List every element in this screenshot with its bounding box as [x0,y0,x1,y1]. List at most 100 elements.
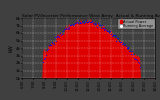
Point [123,44,125,46]
Point [124,43,126,44]
Point [107,30,109,31]
Point [88,20,90,22]
Point [76,22,79,23]
Point [90,20,93,21]
Point [99,24,101,26]
Point [43,57,46,59]
Point [125,47,128,49]
Point [97,22,99,24]
Point [49,44,51,45]
Text: Solar PV/Inverter Performance West Array  Actual & Running Average Power Output: Solar PV/Inverter Performance West Array… [22,14,160,18]
Point [118,40,120,42]
Point [100,24,103,26]
Point [100,27,102,29]
Point [127,47,130,48]
Point [132,53,134,54]
Point [117,37,120,39]
Point [116,38,119,39]
Point [77,20,80,21]
Point [126,46,129,48]
Point [50,44,52,46]
Point [68,26,71,28]
Point [45,55,48,56]
Point [91,20,94,22]
Point [130,54,132,55]
Point [41,62,44,63]
Point [48,44,50,46]
Point [57,35,60,37]
Point [105,29,108,31]
Point [78,22,81,24]
Point [42,58,45,60]
Point [113,34,116,36]
Point [102,27,105,29]
Point [103,30,106,31]
Point [101,27,104,29]
Point [79,22,82,23]
Point [129,50,132,52]
Point [61,33,63,34]
Point [67,28,70,29]
Point [52,43,55,44]
Point [106,30,108,32]
Point [54,41,57,42]
Point [94,22,96,24]
Point [52,42,54,44]
Point [128,50,131,51]
Point [82,20,84,22]
Point [110,34,112,35]
Point [96,26,98,28]
Point [47,48,49,50]
Point [119,41,121,43]
Point [137,63,140,64]
Point [93,23,96,25]
Point [111,35,113,37]
Point [92,22,95,24]
Point [63,28,65,30]
Point [86,21,88,22]
Point [71,23,73,24]
Point [59,32,61,34]
Point [56,35,59,37]
Point [62,31,64,32]
Point [84,21,86,22]
Point [80,22,83,24]
Point [51,41,53,42]
Legend: Actual Power, Running Average: Actual Power, Running Average [118,19,155,29]
Point [74,22,76,24]
Point [115,40,118,41]
Point [72,24,74,26]
Point [89,21,92,22]
Point [64,27,67,29]
Point [75,23,77,24]
Point [76,21,78,23]
Point [66,27,69,29]
Point [136,59,138,60]
Point [121,43,123,45]
Point [138,67,141,68]
Point [112,35,114,36]
Point [60,34,62,36]
Point [114,36,117,37]
Point [135,58,137,60]
Point [134,58,136,60]
Point [122,42,124,44]
Point [87,22,89,23]
Point [131,50,133,52]
Point [108,31,110,32]
Point [124,45,127,46]
Point [88,21,91,23]
Point [53,36,56,38]
Point [98,24,100,26]
Point [104,29,107,30]
Point [69,24,72,25]
Point [70,24,72,26]
Point [55,36,58,38]
Y-axis label: kW: kW [9,44,14,52]
Point [95,23,97,25]
Point [58,36,61,38]
Point [112,34,115,36]
Point [109,30,111,32]
Point [83,22,85,23]
Point [136,62,139,63]
